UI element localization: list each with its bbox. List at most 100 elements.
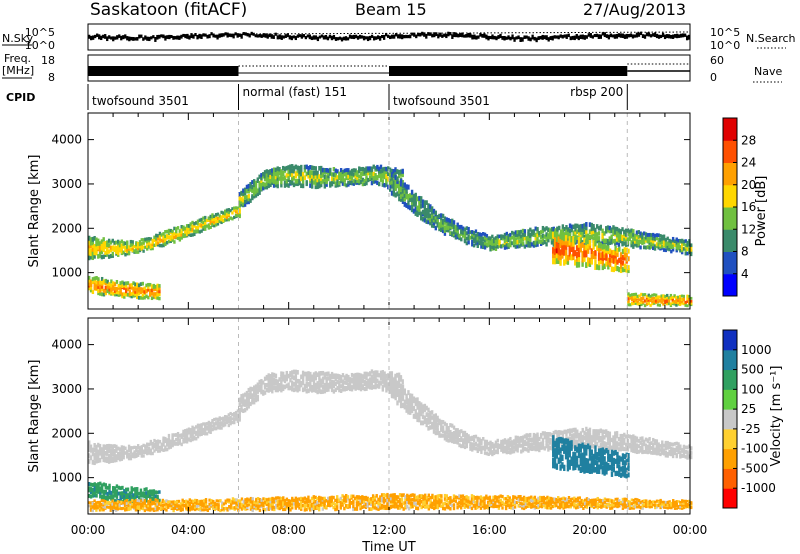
range-gate-cell (557, 254, 560, 261)
range-gate-cell (234, 210, 238, 214)
range-gate-cell (398, 397, 401, 403)
range-gate-cell (314, 375, 317, 381)
range-gate-cell (618, 467, 621, 474)
range-gate-cell (359, 383, 363, 388)
range-gate-cell (243, 399, 247, 404)
range-gate-cell (193, 229, 196, 234)
range-gate-cell (318, 382, 321, 387)
noise-sky-sample (120, 35, 123, 41)
range-gate-cell (372, 179, 375, 184)
range-gate-cell (176, 437, 180, 442)
noise-sky-sample (152, 35, 155, 39)
range-gate-cell (407, 204, 410, 210)
range-gate-cell (660, 297, 663, 301)
range-gate-cell (115, 444, 118, 449)
range-gate-cell (229, 417, 232, 421)
range-gate-cell (594, 227, 597, 233)
range-gate-cell (648, 239, 651, 243)
range-gate-cell (594, 453, 597, 460)
range-gate-cell (588, 229, 592, 234)
range-gate-cell (122, 506, 125, 510)
range-gate-cell (310, 374, 314, 380)
range-gate-cell (196, 429, 200, 433)
range-gate-cell (245, 184, 249, 190)
range-gate-cell (441, 223, 445, 228)
range-gate-cell (127, 501, 130, 505)
range-gate-cell (283, 183, 287, 188)
range-gate-cell (392, 377, 396, 383)
range-gate-cell (247, 404, 250, 409)
range-gate-cell (121, 280, 124, 285)
range-gate-cell (610, 227, 613, 232)
range-gate-cell (460, 436, 463, 441)
range-gate-cell (314, 371, 317, 376)
noise-sky-sample (278, 34, 281, 40)
range-gate-cell (98, 457, 102, 463)
range-gate-cell (132, 493, 135, 498)
range-gate-cell (152, 491, 156, 496)
range-gate-cell (675, 453, 678, 457)
range-gate-cell (370, 171, 374, 177)
range-gate-cell (294, 372, 298, 378)
noise-sky-sample (437, 34, 440, 39)
range-gate-cell (449, 219, 452, 224)
range-gate-cell (563, 447, 566, 454)
range-gate-cell (597, 242, 601, 248)
range-gate-cell (109, 456, 113, 461)
range-gate-cell (498, 241, 501, 246)
range-gate-cell (418, 206, 421, 212)
range-gate-cell (134, 500, 138, 504)
range-gate-cell (91, 451, 95, 457)
range-gate-cell (251, 184, 254, 190)
range-gate-cell (563, 238, 566, 246)
range-gate-cell (310, 170, 314, 176)
range-gate-cell (182, 431, 185, 436)
range-gate-cell (267, 172, 270, 178)
range-gate-cell (552, 461, 555, 469)
range-gate-cell (516, 239, 519, 244)
range-gate-cell (471, 239, 474, 244)
range-gate-cell (461, 226, 465, 231)
range-gate-cell (454, 233, 458, 238)
range-gate-cell (113, 286, 117, 291)
range-gate-cell (280, 385, 283, 391)
noise-sky-sample (461, 32, 464, 38)
range-gate-cell (89, 494, 93, 499)
range-gate-cell (376, 370, 379, 375)
range-gate-cell (583, 256, 586, 262)
range-gate-cell (409, 393, 412, 399)
range-gate-cell (307, 165, 310, 171)
range-gate-cell (679, 450, 682, 454)
range-gate-cell (108, 290, 111, 295)
noise-sky-sample (583, 35, 586, 40)
range-gate-cell (680, 246, 684, 251)
noise-sky-sample (459, 33, 462, 37)
range-gate-cell (95, 501, 98, 505)
range-gate-cell (420, 215, 423, 221)
range-gate-cell (352, 376, 356, 381)
range-gate-cell (124, 487, 128, 492)
range-gate-cell (659, 234, 662, 238)
range-gate-cell (650, 441, 653, 446)
noise-sky-sample (493, 35, 496, 40)
range-gate-cell (196, 222, 200, 226)
range-gate-cell (480, 232, 483, 237)
range-gate-cell (449, 429, 452, 435)
range-gate-cell (269, 373, 272, 379)
range-gate-cell (390, 386, 394, 392)
range-gate-cell (130, 292, 133, 296)
range-gate-cell (447, 432, 450, 437)
range-gate-cell (460, 228, 463, 233)
noise-sky-sample (182, 33, 185, 37)
range-gate-cell (133, 445, 136, 450)
range-gate-cell (671, 450, 675, 454)
noise-sky-sample (204, 33, 207, 37)
range-gate-cell (252, 385, 256, 390)
range-gate-cell (677, 295, 680, 299)
range-gate-cell (603, 231, 606, 236)
range-gate-cell (134, 505, 138, 509)
range-gate-cell (93, 484, 96, 489)
range-gate-cell (583, 244, 586, 251)
range-gate-cell (144, 447, 147, 451)
range-gate-cell (547, 227, 550, 232)
